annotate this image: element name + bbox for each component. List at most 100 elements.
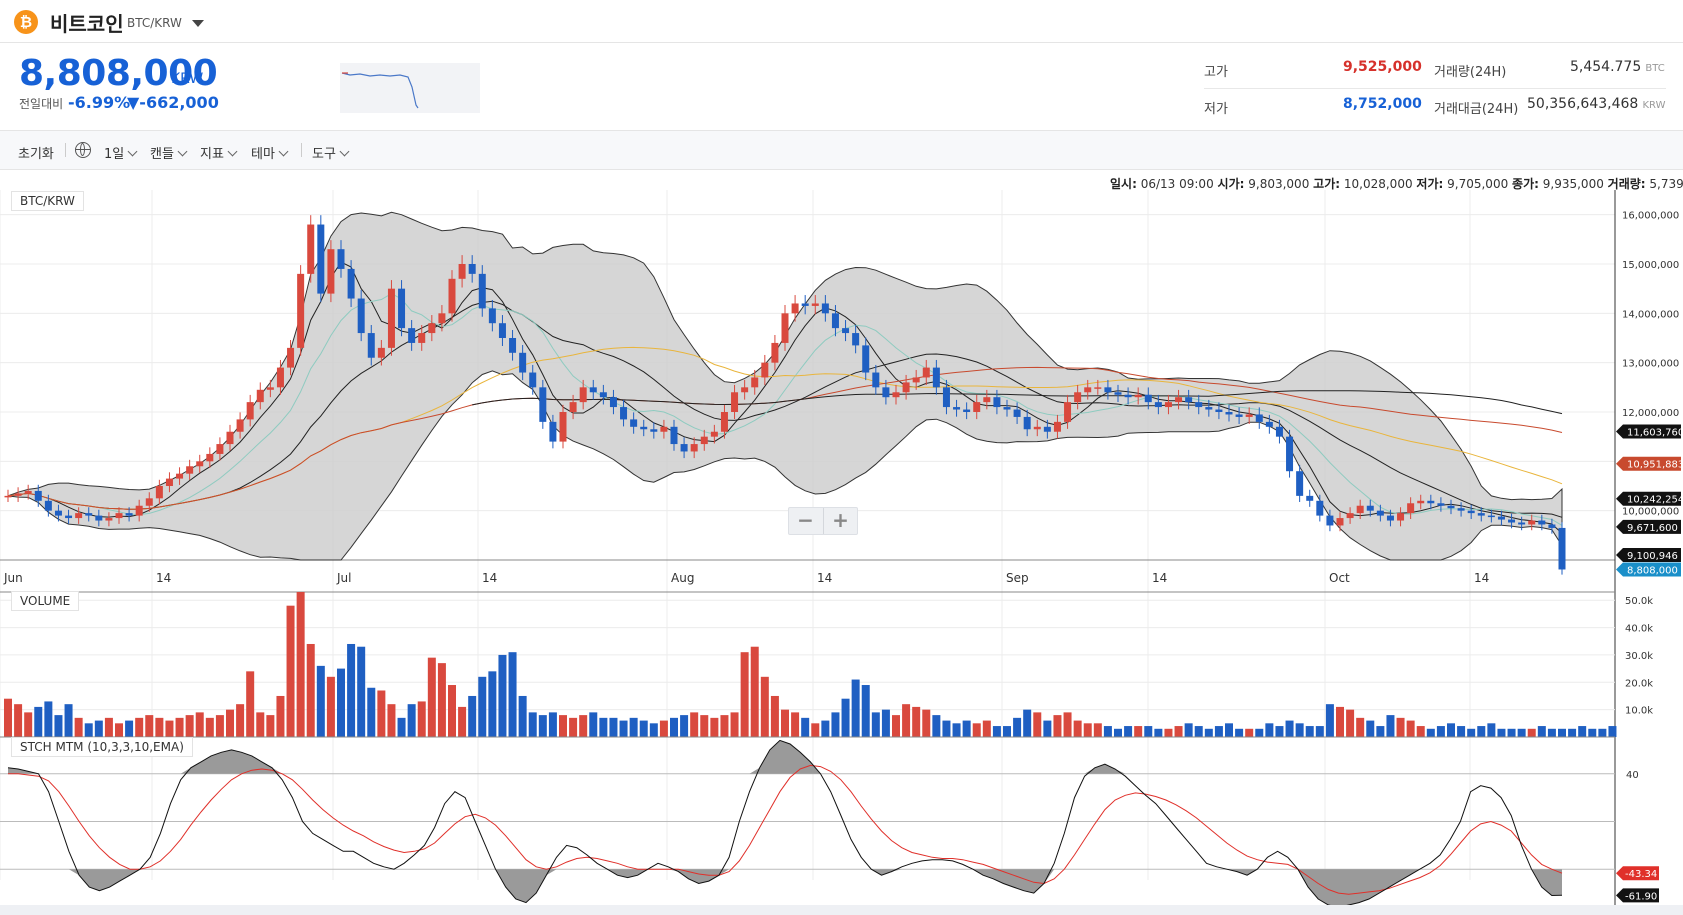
candle-body xyxy=(1296,471,1304,496)
candle-body xyxy=(347,268,355,299)
tools-dropdown[interactable]: 도구 xyxy=(312,143,350,162)
candle-body xyxy=(599,392,607,398)
volume-bar xyxy=(155,717,164,737)
candle-body xyxy=(1124,394,1132,398)
candle-body xyxy=(529,372,537,388)
candle-body xyxy=(801,303,809,306)
price-tag xyxy=(1616,519,1681,534)
mini-price-chart xyxy=(340,63,480,113)
current-price: 8,808,000 xyxy=(19,53,218,94)
volume-bar xyxy=(690,712,699,737)
candle-body xyxy=(1397,513,1405,521)
volume-bar xyxy=(1507,728,1516,737)
candle-body xyxy=(357,298,365,334)
volume-bar xyxy=(579,715,588,737)
candle-body xyxy=(761,362,769,378)
candle-body xyxy=(1255,414,1263,422)
volume-bar xyxy=(377,690,386,737)
volume-bar xyxy=(1436,726,1445,737)
volume-bar xyxy=(1134,726,1143,737)
low-label: 저가: xyxy=(1416,177,1444,191)
volume-bar xyxy=(851,679,860,737)
volume-bar xyxy=(1578,726,1587,737)
volume-bar xyxy=(236,704,245,737)
volume-bar xyxy=(347,643,356,737)
volume-bar xyxy=(740,652,749,737)
volume-bar xyxy=(528,712,537,737)
volume-bar xyxy=(639,720,648,737)
volume-bar xyxy=(1406,720,1415,737)
interval-dropdown[interactable]: 1일 xyxy=(104,143,138,162)
volume-label: 거래량: xyxy=(1607,177,1646,191)
volume-bar xyxy=(1608,726,1617,737)
candle-body xyxy=(287,347,295,368)
volume-bar xyxy=(84,723,93,737)
volume-bar xyxy=(1285,720,1294,737)
y-tick-label: 14,000,000 xyxy=(1622,309,1679,320)
volume-bar xyxy=(427,657,436,737)
volume-bar xyxy=(1103,726,1112,737)
volume-bar xyxy=(932,715,941,737)
volume-bar xyxy=(256,712,265,737)
ma-10-line xyxy=(7,293,1563,526)
volume-bar xyxy=(1598,728,1607,737)
globe-icon[interactable] xyxy=(75,142,91,158)
indicator-dropdown[interactable]: 지표 xyxy=(200,143,238,162)
volume-bar xyxy=(649,723,658,737)
interval-label: 1일 xyxy=(104,147,125,162)
theme-dropdown[interactable]: 테마 xyxy=(251,143,289,162)
volume-bar xyxy=(1235,728,1244,737)
date-label: 일시: xyxy=(1110,177,1137,191)
candle-body xyxy=(1275,426,1283,437)
volume-bar xyxy=(1124,726,1133,737)
candle-body xyxy=(155,486,163,499)
volume-bar xyxy=(1325,704,1334,737)
candle-body xyxy=(1306,495,1314,501)
volume-bar xyxy=(417,701,426,737)
price-tag-label: 9,671,600 xyxy=(1627,523,1678,534)
y-tick-label: 16,000,000 xyxy=(1622,211,1679,222)
volume-bar xyxy=(488,671,497,737)
volume-bar xyxy=(1386,715,1395,737)
zoom-in-button[interactable]: + xyxy=(823,508,857,534)
candle-body xyxy=(1447,505,1455,509)
volume-bar xyxy=(1517,728,1526,737)
candle-body xyxy=(1033,426,1041,430)
candle-body xyxy=(307,224,315,274)
volume-bar xyxy=(680,715,689,737)
reset-button[interactable]: 초기화 xyxy=(18,147,54,162)
high-value: 9,525,000 xyxy=(1343,59,1422,75)
chart-toolbar: 초기화 1일 캔들 지표 테마 도구 xyxy=(0,131,1683,170)
chevron-down-icon[interactable] xyxy=(192,20,204,27)
candle-body xyxy=(720,412,728,432)
stoch-tick-label: 40 xyxy=(1626,770,1639,781)
indicator-label: 지표 xyxy=(200,147,224,162)
high-label: 고가: xyxy=(1313,177,1341,191)
candle-body xyxy=(620,407,628,420)
volume-tick-label: 10.0k xyxy=(1625,706,1653,717)
candle-body xyxy=(579,387,587,403)
volume-bar xyxy=(1043,720,1052,737)
price-unit: KRW xyxy=(171,71,204,87)
volume-24h-value: 5,454.775 BTC xyxy=(1570,59,1665,75)
volume-bar xyxy=(357,646,366,737)
volume-bar xyxy=(1003,726,1011,737)
volume-bar xyxy=(569,717,578,737)
volume-bar xyxy=(195,712,204,737)
volume-bar xyxy=(972,723,981,737)
volume-bar xyxy=(468,695,477,737)
price-tag xyxy=(1616,456,1681,471)
candle-body xyxy=(1003,407,1011,410)
candle-body xyxy=(1185,397,1193,403)
stoch-tag xyxy=(1616,888,1659,903)
candle-body xyxy=(1508,519,1516,523)
volume-bar xyxy=(1305,726,1314,737)
volume-bar xyxy=(1023,709,1032,737)
candle-body xyxy=(1134,394,1142,398)
volume-bar xyxy=(801,717,810,737)
candle-dropdown[interactable]: 캔들 xyxy=(150,143,188,162)
candle-body xyxy=(135,505,143,516)
candle-body xyxy=(75,513,83,519)
zoom-out-button[interactable]: − xyxy=(797,508,814,532)
